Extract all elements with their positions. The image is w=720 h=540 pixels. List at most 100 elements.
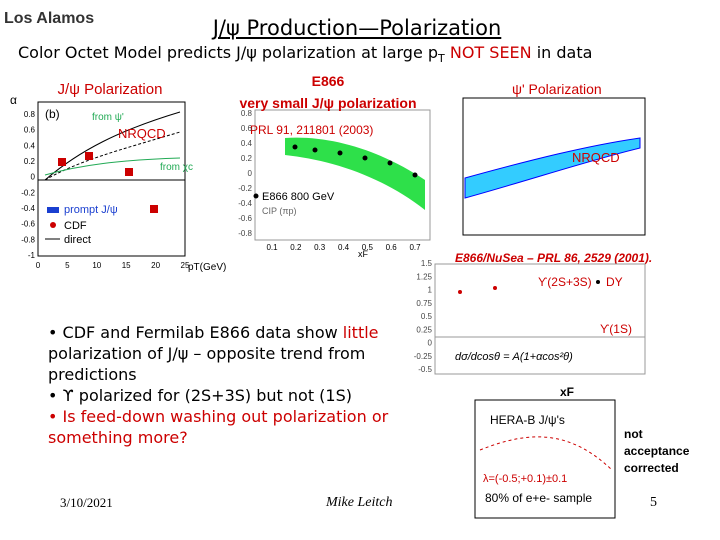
axis-label: α <box>10 93 17 107</box>
note: acceptance <box>624 444 690 458</box>
y-tick-label: 0.6 <box>24 126 36 135</box>
y-tick-label: 0 <box>428 339 433 348</box>
axis-label: pT(GeV) <box>188 262 226 273</box>
axis-label: xF <box>560 385 574 399</box>
marker <box>58 158 66 166</box>
x-tick-label: 0.6 <box>386 243 398 252</box>
y-tick-label: 0.2 <box>241 154 253 163</box>
subtitle-text: in data <box>536 43 593 62</box>
y-tick-label: -0.4 <box>21 204 35 213</box>
y-tick-label: -0.2 <box>21 188 35 197</box>
title: J/ψ Production—Polarization <box>212 16 502 40</box>
y-tick-label: -0.4 <box>238 199 252 208</box>
y-tick-label: -0.2 <box>238 184 252 193</box>
reference: E866/NuSea – PRL 86, 2529 (2001). <box>455 251 652 265</box>
bullet: • CDF and Fermilab E866 data show little… <box>48 322 413 385</box>
y-tick-label: -0.8 <box>21 235 35 244</box>
band <box>464 137 641 199</box>
legend-label: direct <box>64 234 91 246</box>
curve <box>44 157 181 176</box>
legend-label: prompt J/ψ <box>64 204 118 216</box>
x-tick-label: 20 <box>151 261 160 270</box>
plot-title: ψ' Polarization <box>512 81 602 97</box>
legend-label: CDF <box>64 220 87 232</box>
legend-label: E866 800 GeV <box>262 191 335 203</box>
marker <box>412 172 418 178</box>
y-tick-label: 1.5 <box>421 259 433 268</box>
y-tick-label: -0.5 <box>418 365 432 374</box>
band <box>285 137 425 210</box>
y-tick-label: -0.25 <box>414 352 433 361</box>
y-tick-label: -1 <box>28 251 36 260</box>
marker <box>292 144 298 150</box>
x-tick-label: 0.2 <box>290 243 302 252</box>
y-tick-label: 0.75 <box>416 299 432 308</box>
frame <box>462 97 646 236</box>
highlight: NOT SEEN <box>449 43 532 62</box>
bullets: • CDF and Fermilab E866 data show little… <box>48 322 413 448</box>
formula: dσ/dcosθ = A(1+αcos²θ) <box>455 351 573 363</box>
legend-swatch <box>50 222 56 228</box>
legend-swatch <box>47 207 59 213</box>
label: ϒ(2S+3S) <box>538 275 592 289</box>
y-tick-label: 0.2 <box>24 157 36 166</box>
curve <box>44 111 181 181</box>
subtitle: Color Octet Model predicts J/ψ polarizat… <box>18 43 592 65</box>
plot-title: very small J/ψ polarization <box>239 95 416 111</box>
y-tick-label: -0.8 <box>238 229 252 238</box>
y-tick-label: -0.6 <box>21 220 35 229</box>
x-tick-label: 10 <box>92 261 101 270</box>
note: corrected <box>624 461 679 475</box>
y-tick-label: 0.6 <box>241 124 253 133</box>
marker <box>458 290 462 294</box>
x-tick-label: 15 <box>122 261 131 270</box>
axis-label: xF <box>358 249 369 259</box>
x-tick-label: 0 <box>36 261 41 270</box>
legend-swatch <box>253 193 259 199</box>
label: DY <box>606 275 623 289</box>
logo: Los Alamos <box>4 10 95 27</box>
date: 3/10/2021 <box>60 495 113 510</box>
curve-label: from ψ' <box>92 112 124 123</box>
legend-swatch <box>596 280 600 284</box>
plot-title: HERA-B J/ψ's <box>490 413 565 427</box>
marker <box>387 160 393 166</box>
y-tick-label: 1.25 <box>416 272 432 281</box>
y-tick-label: 0 <box>248 169 253 178</box>
page-number: 5 <box>650 495 657 510</box>
y-tick-label: 1 <box>428 286 433 295</box>
marker <box>150 205 158 213</box>
bullet: • Is feed-down washing out polarization … <box>48 407 389 447</box>
x-tick-label: 0.4 <box>338 243 350 252</box>
bullet: • ϒ polarized for (2S+3S) but not (1S) <box>48 386 352 405</box>
label: NRQCD <box>572 150 620 165</box>
curve-label: from χc <box>160 162 193 173</box>
subscript: T <box>438 52 445 66</box>
frame <box>254 109 431 241</box>
y-tick-label: 0.25 <box>416 325 432 334</box>
note: not <box>624 427 643 441</box>
y-tick-label: -0.6 <box>238 214 252 223</box>
curve-label: NRQCD <box>118 126 166 141</box>
author: Mike Leitch <box>326 495 393 510</box>
reference: PRL 91, 211801 (2003) <box>250 123 373 137</box>
plot-title: J/ψ Polarization <box>58 81 163 98</box>
curve <box>44 131 181 181</box>
x-tick-label: 0.5 <box>362 243 374 252</box>
frame <box>37 101 186 257</box>
result: λ=(-0.5;+0.1)±0.1 <box>483 473 567 485</box>
y-tick-label: 0.8 <box>241 109 253 118</box>
marker <box>493 286 497 290</box>
y-tick-label: 0.4 <box>24 141 36 150</box>
y-tick-label: 0 <box>31 173 36 182</box>
marker <box>362 155 368 161</box>
y-tick-label: 0.4 <box>241 139 253 148</box>
x-tick-label: 0.7 <box>409 243 421 252</box>
frame <box>434 263 646 375</box>
marker <box>85 152 93 160</box>
x-tick-label: 0.3 <box>314 243 326 252</box>
text: • CDF and Fermilab E866 data show <box>48 323 343 342</box>
frame <box>474 399 616 519</box>
marker <box>337 150 343 156</box>
